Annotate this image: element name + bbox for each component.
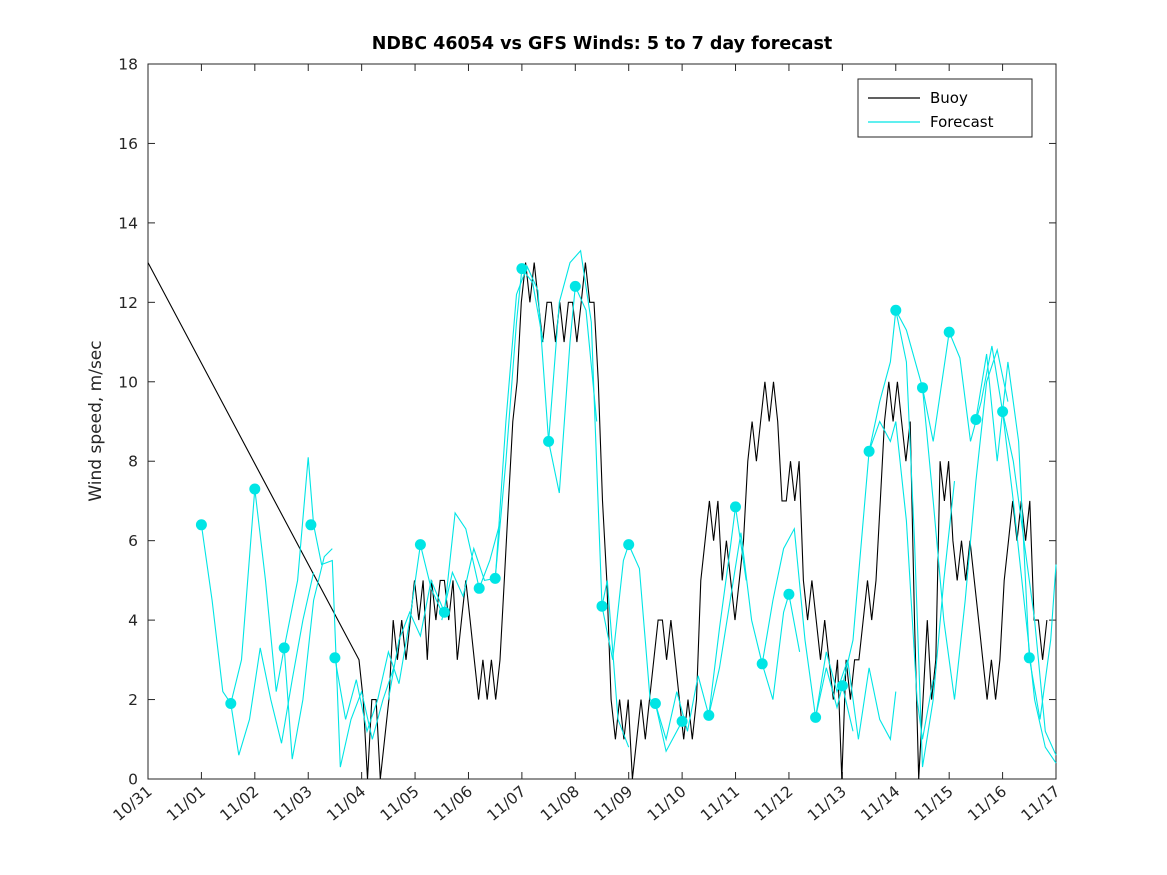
forecast-line (895, 310, 1009, 700)
legend-box (857, 78, 1033, 138)
y-tick-label: 10 (118, 373, 138, 391)
chart-title: NDBC 46054 vs GFS Winds: 5 to 7 day fore… (372, 34, 833, 54)
forecast-marker (970, 414, 982, 425)
forecast-line (230, 488, 333, 760)
x-tick-label: 11/14 (858, 782, 904, 825)
x-tick-label: 10/31 (110, 782, 156, 825)
forecast-marker (890, 304, 902, 316)
legend: Buoy Forecast (857, 78, 1033, 138)
forecast-marker (943, 326, 955, 338)
forecast-marker (305, 519, 317, 531)
forecast-line (975, 353, 1057, 720)
forecast-marker (783, 588, 795, 600)
y-tick-label: 6 (128, 532, 138, 550)
forecast-marker (489, 572, 501, 584)
x-tick-label: 11/01 (163, 782, 209, 825)
forecast-marker (649, 698, 661, 709)
forecast-marker (249, 483, 261, 495)
y-tick-label: 8 (128, 453, 138, 471)
x-tick-label: 11/03 (270, 782, 316, 825)
forecast-marker (516, 263, 528, 275)
plot-box (147, 63, 1057, 780)
x-tick-label: 11/17 (1018, 782, 1064, 825)
forecast-line (441, 267, 544, 621)
x-tick-label: 11/10 (644, 782, 690, 825)
forecast-marker (473, 582, 485, 594)
forecast-line (708, 532, 801, 716)
forecast-line (548, 249, 630, 748)
forecast-line (868, 310, 956, 768)
legend-label-forecast: Forecast (930, 113, 994, 131)
forecast-marker (810, 711, 822, 723)
forecast-line (200, 524, 315, 756)
forecast-marker (756, 658, 768, 670)
forecast-marker (596, 600, 608, 612)
forecast-markers (195, 263, 1035, 727)
y-tick-label: 2 (128, 691, 138, 709)
forecast-marker (569, 280, 581, 292)
y-tick-label: 12 (118, 294, 138, 312)
data-series (147, 249, 1057, 780)
forecast-line (1002, 411, 1057, 756)
forecast-marker (703, 709, 715, 721)
forecast-line (283, 457, 395, 768)
x-tick-label: 11/04 (323, 782, 369, 825)
forecast-marker (543, 435, 555, 447)
forecast-line (654, 506, 747, 742)
x-tick-label: 11/08 (537, 782, 583, 825)
forecast-marker (836, 680, 848, 692)
forecast-line (334, 544, 443, 734)
x-tick-label: 11/16 (964, 782, 1010, 825)
forecast-line (601, 543, 683, 753)
y-tick-label: 14 (118, 214, 138, 232)
x-tick-label: 11/13 (804, 782, 850, 825)
forecast-marker (863, 445, 875, 457)
forecast-line (815, 651, 897, 742)
forecast-marker (329, 652, 341, 664)
y-axis-label: Wind speed, m/sec (86, 340, 106, 501)
legend-label-buoy: Buoy (930, 89, 968, 107)
y-tick-label: 0 (128, 771, 138, 789)
forecast-marker (414, 539, 426, 551)
y-tick-label: 18 (118, 56, 138, 74)
forecast-marker (278, 642, 290, 654)
x-tick-label: 11/11 (697, 782, 743, 825)
forecast-marker (997, 406, 1009, 418)
x-tick-label: 11/07 (484, 782, 530, 825)
forecast-marker (623, 539, 635, 551)
forecast-marker (225, 698, 237, 709)
forecast-marker (730, 501, 741, 513)
forecast-marker (676, 715, 688, 727)
x-tick-label: 11/12 (751, 782, 797, 825)
x-tick-label: 11/05 (377, 782, 423, 825)
forecast-line (761, 526, 854, 732)
x-tick-label: 11/09 (590, 782, 636, 825)
x-tick-label: 11/06 (430, 782, 476, 825)
forecast-marker (195, 519, 207, 531)
forecast-marker (1023, 652, 1035, 664)
y-tick-label: 16 (118, 135, 138, 153)
x-tick-label: 11/15 (911, 782, 957, 825)
forecast-marker (438, 606, 450, 618)
forecast-line (841, 420, 934, 740)
x-tick-label: 11/02 (217, 782, 263, 825)
buoy-line (147, 262, 1048, 780)
forecast-marker (917, 382, 928, 394)
y-tick-label: 4 (128, 612, 138, 630)
